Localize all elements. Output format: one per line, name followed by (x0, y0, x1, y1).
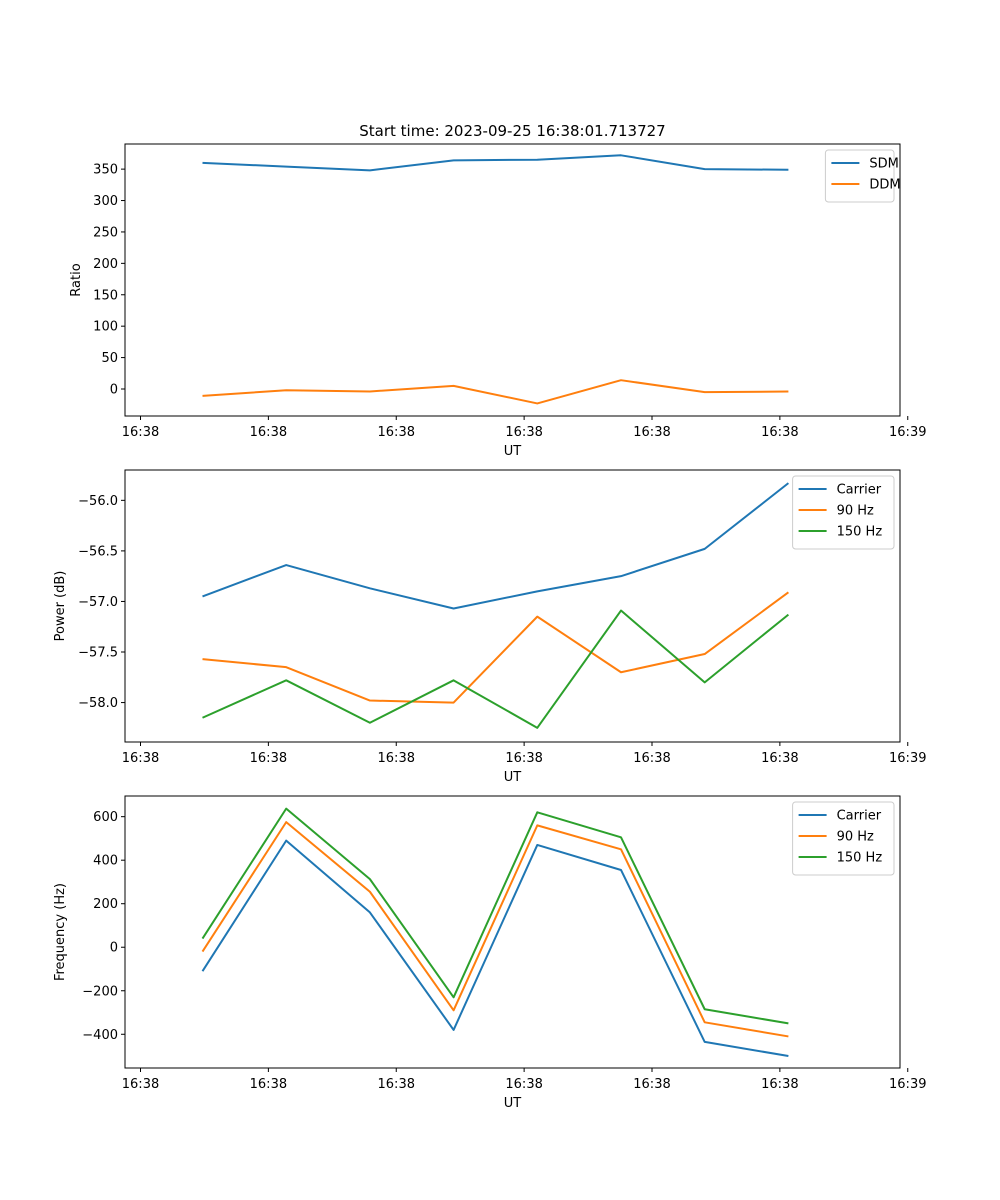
y-tick-label: 100 (93, 320, 118, 335)
x-tick-label: 16:38 (761, 425, 798, 440)
x-tick-label: 16:38 (761, 1077, 798, 1092)
y-tick-label: 250 (93, 225, 118, 240)
x-tick-label: 16:38 (633, 425, 670, 440)
x-tick-label: 16:38 (250, 751, 287, 766)
figure-title: Start time: 2023-09-25 16:38:01.713727 (359, 122, 665, 140)
y-axis-label: Ratio (69, 263, 84, 296)
x-tick-label: 16:38 (250, 1077, 287, 1092)
legend: Carrier 90 Hz 150 Hz (792, 475, 895, 550)
series-line-carrier (201, 839, 789, 1058)
x-tick-label: 16:38 (761, 751, 798, 766)
y-tick-label: 50 (101, 351, 118, 366)
y-tick-label: 300 (93, 194, 118, 209)
legend-label: SDM (869, 157, 898, 172)
x-tick-label: 16:38 (633, 1077, 670, 1092)
y-tick-label: 600 (93, 810, 118, 825)
series-line-ddm (202, 379, 789, 405)
y-axis-label: Power (dB) (53, 571, 68, 642)
legend-label: 150 Hz (837, 851, 883, 866)
x-axis-label: UT (504, 444, 522, 459)
y-tick-label: −57.0 (78, 595, 118, 610)
y-tick-label: 150 (93, 288, 118, 303)
legend-label: Carrier (837, 809, 882, 824)
x-axis-label: UT (504, 770, 522, 785)
series-line-150-hz (202, 609, 790, 729)
axes-frame (124, 469, 901, 743)
y-tick-label: −56.5 (78, 544, 118, 559)
y-tick-label: 200 (93, 897, 118, 912)
x-tick-label: 16:38 (505, 1077, 542, 1092)
series-line-sdm (202, 154, 789, 172)
y-tick-label: 400 (93, 854, 118, 869)
chart-panel-2: 16:38 16:38 16:38 16:38 16:38 16:38 16:39 −58.0… (53, 469, 926, 785)
legend: Carrier 90 Hz 150 Hz (792, 801, 895, 876)
y-tick-label: −200 (82, 984, 118, 999)
x-tick-label: 16:38 (122, 425, 159, 440)
x-tick-label: 16:39 (889, 1077, 926, 1092)
chart-panel-3: 16:38 16:38 16:38 16:38 16:38 16:38 16:39 −400 −… (53, 795, 926, 1111)
chart-panel-1: 16:38 16:38 16:38 16:38 16:38 16:38 16:39 0 50 10… (69, 143, 926, 459)
x-tick-label: 16:38 (633, 751, 670, 766)
x-tick-label: 16:38 (505, 425, 542, 440)
legend-label: 150 Hz (837, 525, 883, 540)
y-tick-label: 350 (93, 163, 118, 178)
axes-frame (124, 795, 901, 1069)
x-tick-label: 16:38 (250, 425, 287, 440)
x-tick-label: 16:38 (122, 1077, 159, 1092)
legend-label: Carrier (837, 483, 882, 498)
y-axis-label: Frequency (Hz) (53, 883, 68, 981)
series-line-90-hz (202, 591, 789, 704)
y-tick-label: 200 (93, 257, 118, 272)
x-axis-label: UT (504, 1096, 522, 1111)
axes-frame (124, 143, 901, 417)
x-tick-label: 16:38 (378, 1077, 415, 1092)
series-line-carrier (202, 482, 790, 610)
x-tick-label: 16:39 (889, 751, 926, 766)
y-tick-label: 0 (110, 382, 118, 397)
x-tick-label: 16:39 (889, 425, 926, 440)
x-tick-label: 16:38 (378, 425, 415, 440)
x-tick-label: 16:38 (122, 751, 159, 766)
x-tick-label: 16:38 (505, 751, 542, 766)
legend-label: DDM (869, 178, 900, 193)
y-tick-label: −57.5 (78, 646, 118, 661)
y-tick-label: 0 (110, 941, 118, 956)
legend-label: 90 Hz (837, 504, 874, 519)
legend: SDM DDM (824, 149, 901, 203)
y-tick-label: −400 (82, 1028, 118, 1043)
series-line-150-hz (201, 807, 789, 1025)
y-tick-label: −56.0 (78, 494, 118, 509)
x-tick-label: 16:38 (378, 751, 415, 766)
panels: 16:38 16:38 16:38 16:38 16:38 16:38 16:39 0 50 10… (53, 143, 926, 1111)
legend-label: 90 Hz (837, 830, 874, 845)
series-line-90-hz (201, 821, 789, 1038)
y-tick-label: −58.0 (78, 696, 118, 711)
